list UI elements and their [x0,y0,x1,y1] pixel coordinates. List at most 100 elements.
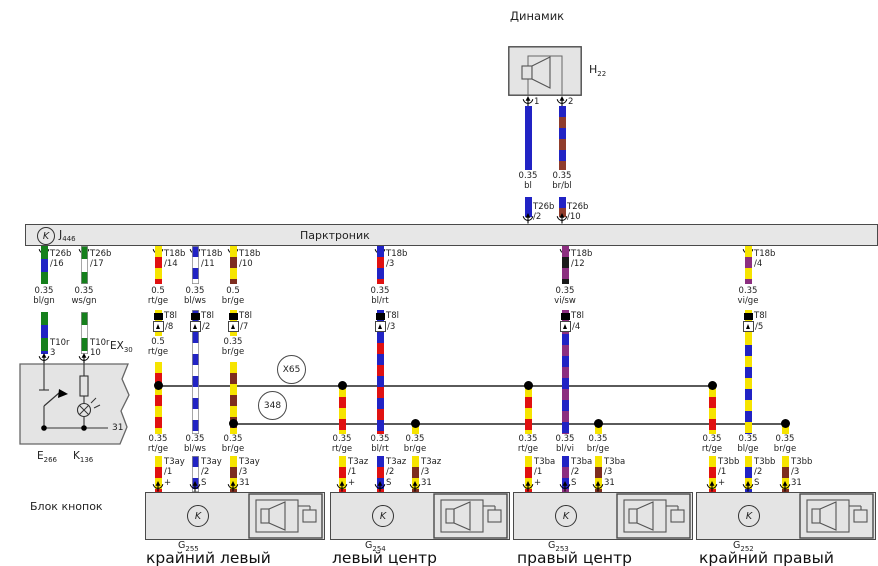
wire-segment [229,362,237,434]
wire-segment [744,456,752,492]
junction-dot [523,381,533,390]
wire-segment [191,456,199,492]
wire-segment [154,456,162,492]
connector-label: T18b/12 [571,249,593,270]
t8-pin-label: /5 [755,322,764,332]
wire-segment [40,312,48,354]
connector-arrow-icon [227,481,239,492]
connector-arrow-icon [742,481,754,492]
t8-pin-label: /7 [240,322,249,332]
connector-label: T3az/1 [348,457,369,478]
t8-plug-icon [559,321,571,332]
t8-plug-icon [189,321,201,332]
connector-label: T10r 3 [50,338,70,359]
t8-plug-icon [152,321,164,332]
t8-plug-icon [374,321,386,332]
wire-segment [781,424,789,434]
junction-dot [410,419,420,428]
connector-label: T18b/11 [201,249,223,270]
connector-arrow-icon [336,481,348,492]
k-circle-icon: K [738,505,760,527]
wire-spec: 0.35 br/ge [403,434,427,455]
speaker-icon [248,493,323,539]
terminal-label: 31 [239,478,250,488]
wire-segment [376,246,384,284]
junction-dot [593,419,603,428]
terminal-label: S [386,478,392,488]
wire-segment [191,310,199,434]
terminal-label: S [201,478,207,488]
connector-label: T18b/4 [754,249,776,270]
wire-segment [744,246,752,284]
t8-connector-label: T8l [571,311,584,321]
wire-spec: 0.35 bl/rt [370,286,390,307]
wire-segment [781,456,789,492]
connector-label: T3bb/1 [718,457,740,478]
junction-dot [337,381,347,390]
button-block-box [18,362,138,454]
terminal-label: + [718,478,726,488]
junction-dot [707,381,717,390]
terminal-label: + [348,478,356,488]
k-circle-icon: K [187,505,209,527]
speaker-name: крайний правый [699,549,834,566]
ground-31-label: 31 [112,423,124,433]
wire-segment [411,456,419,492]
connector-arrow-icon [522,481,534,492]
t8-pin-label: /2 [202,322,211,332]
h22-label: H22 [589,63,607,79]
wire-segment [561,246,569,284]
speaker-icon [616,493,691,539]
wire-segment [744,334,752,434]
connector-label: T26b/2 [533,202,555,223]
module-name: Парктроник [300,229,370,242]
speaker-icon [433,493,508,539]
wire-spec: 0.35 br/bl [552,171,572,192]
speaker-id: G255 [178,540,199,553]
wire-spec: 0.35 rt/ge [147,434,169,455]
terminal-label: 31 [604,478,615,488]
wire-segment [338,456,346,492]
wire-segment [191,246,199,284]
wire-spec: 0.35 bl/ws [183,286,206,307]
junction-circle-348: 348 [258,391,287,420]
junction-dot [153,381,163,390]
wire-spec: 0.35 br/ge [221,337,245,358]
speaker-name: левый центр [332,549,437,566]
t8-connector-icon [560,313,570,320]
connector-arrow-icon [559,481,571,492]
k-circle-icon: K [37,227,55,245]
k136-label: K136 [73,450,94,465]
connector-arrow-icon [592,481,604,492]
wire-segment [229,246,237,284]
connector-label: T26b/10 [567,202,589,223]
h22-speaker-box [508,46,582,96]
ground-bus-line [233,423,785,425]
connector-label: T3bb/2 [754,457,776,478]
t8-plug-icon [227,321,239,332]
wire-segment [80,312,88,354]
wire-segment [229,456,237,492]
connector-label: T18b/3 [386,249,408,270]
junction-dot [228,419,238,428]
connector-label: T3az/3 [421,457,442,478]
button-block-caption: Блок кнопок [30,500,103,513]
wire-spec: 0.35 vi/ge [737,286,759,307]
top-speaker-title: Динамик [510,9,565,23]
wire-segment [338,386,346,434]
t8-connector-icon [375,313,385,320]
e266-label: E266 [37,450,58,465]
connector-label: T3ba/1 [534,457,556,478]
junction-circle-x65: X65 [277,355,306,384]
t8-pin-label: /8 [165,322,174,332]
t8-connector-label: T8l [754,311,767,321]
wire-segment [524,106,532,170]
connector-label: T18b/10 [239,249,261,270]
h22-pin-label: 1 [534,97,540,107]
connector-arrow-icon [522,213,534,224]
wire-spec: 0.35 bl/ge [737,434,759,455]
wire-segment [558,106,566,170]
connector-arrow-icon [556,213,568,224]
k-circle-icon: K [555,505,577,527]
